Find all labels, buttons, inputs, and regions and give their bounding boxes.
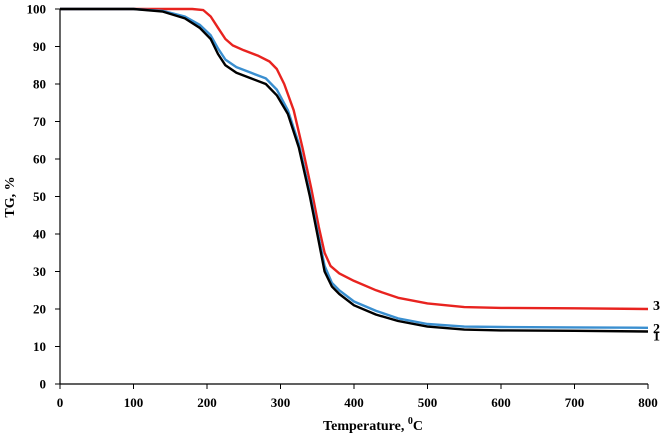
y-tick-label: 50: [33, 189, 46, 204]
y-tick-label: 90: [33, 39, 46, 54]
x-tick-label: 600: [491, 395, 511, 410]
y-axis-title: TG, %: [3, 176, 18, 217]
series-label-2: 2: [653, 322, 660, 337]
x-tick-label: 800: [638, 395, 658, 410]
plot-lines: [60, 7, 649, 333]
y-tick-label: 10: [33, 339, 46, 354]
x-tick-label: 200: [197, 395, 217, 410]
x-axis-title: Temperature, 0C: [323, 416, 423, 434]
x-tick-label: 0: [57, 395, 64, 410]
x-tick-label: 700: [565, 395, 585, 410]
x-tick-label: 300: [271, 395, 291, 410]
x-tick-label: 100: [124, 395, 144, 410]
y-tick-label: 0: [40, 377, 47, 392]
y-tick-label: 70: [33, 114, 46, 129]
y-tick-label: 40: [33, 227, 46, 242]
ticks: 0 10 20 30 40 50 60 70 80 90 100 0 100 200 300 400 500 60…: [27, 2, 658, 411]
series-line-1: [60, 7, 649, 333]
x-tick-label: 500: [418, 395, 438, 410]
series-label-3: 3: [653, 299, 660, 314]
x-axis-title-unit: C: [413, 419, 423, 434]
x-axis-title-main: Temperature,: [323, 419, 408, 434]
series-line-3: [60, 7, 649, 311]
series-label-1: 1: [653, 330, 660, 345]
y-tick-label: 30: [33, 264, 46, 279]
y-tick-label: 60: [33, 152, 46, 167]
series-labels: 12 3: [653, 299, 660, 345]
y-tick-label: 20: [33, 302, 46, 317]
x-axis-title-sup: 0: [408, 416, 413, 427]
y-tick-label: 80: [33, 77, 46, 92]
y-tick-label: 100: [27, 2, 47, 17]
x-tick-label: 400: [344, 395, 364, 410]
